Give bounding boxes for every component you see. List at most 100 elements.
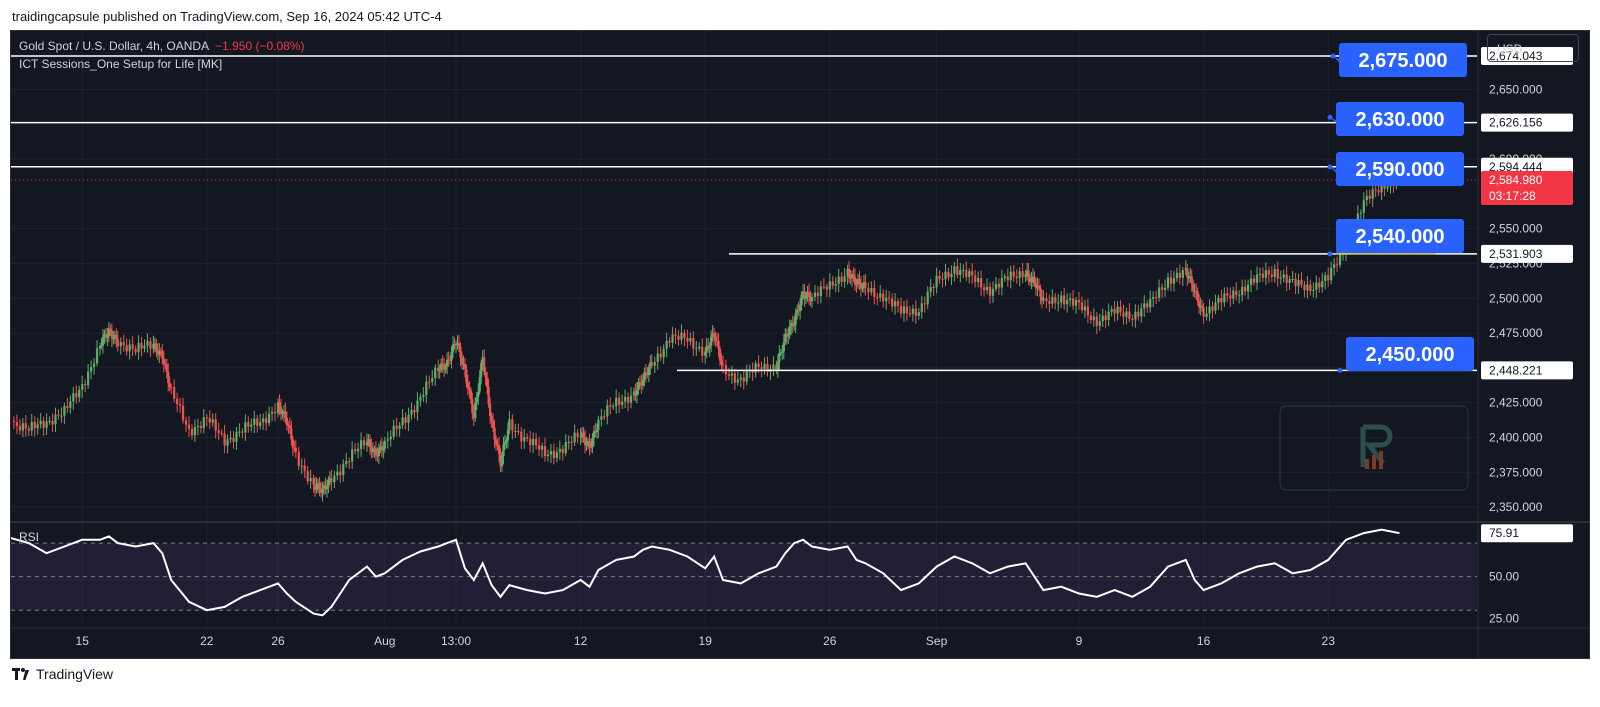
currency-button[interactable]: USD [1487,34,1579,62]
candle-body [751,370,754,373]
candle-body [181,405,185,421]
time-tick-label: 19 [699,634,713,648]
candle-body [178,404,182,406]
candle-body [526,437,529,439]
candle-body [425,381,428,395]
candle-body [911,308,914,315]
candle-body [471,399,474,413]
candle-body [595,429,599,433]
time-tick-label: 23 [1322,634,1336,648]
candle-body [929,286,932,292]
candle-body [662,348,665,358]
candle-body [281,413,284,415]
candle-body [1198,300,1201,308]
candle-body [644,372,647,375]
candle-body [804,295,808,299]
candle-body [100,345,103,347]
candle-body [546,454,550,457]
published-line: traidingcapsule published on TradingView… [12,9,442,24]
symbol-legend[interactable]: Gold Spot / U.S. Dollar, 4h, OANDA −1.950… [19,39,304,53]
candle-body [238,431,241,433]
candle-body [626,396,630,403]
candle-body [416,400,419,413]
candle-body [193,427,197,436]
time-tick-label: 12 [574,634,588,648]
candle-body [523,437,526,442]
candle-body [653,361,656,366]
candle-body [1327,275,1330,281]
callout-label: 2,540.000 [1356,226,1445,248]
candle-body [1107,311,1110,321]
candle-body [377,448,380,456]
candle-body [176,398,179,405]
candle-body [745,371,748,382]
indicator-legend[interactable]: ICT Sessions_One Setup for Life [MK] [19,57,223,71]
candle-body [313,484,317,490]
candle-body [116,339,119,347]
candle-body [689,337,692,342]
candle-body [173,387,176,399]
candle-body [146,341,149,346]
candle-body [582,432,585,438]
candle-body [549,450,553,455]
candle-body [1232,290,1235,299]
candle-body [235,431,238,442]
candle-body [205,417,208,419]
candle-body [322,485,326,489]
candle-body [342,464,345,475]
candle-body [106,336,109,338]
candle-body [232,437,235,442]
candle-body [580,432,584,437]
candle-body [453,344,456,346]
candle-body [190,428,194,436]
candle-body [290,428,293,440]
candle-body [321,488,324,494]
candle-body [1196,291,1199,301]
candle-body [1030,278,1033,283]
candle-body [776,362,779,371]
price-chart[interactable]: 2,675.000 2,630.000 2,590.000 2,540.000 2,45… [11,31,1589,658]
candle-body [799,304,802,312]
time-tick-label: 26 [271,634,285,648]
candle-body [791,322,794,327]
candle-body [506,429,510,441]
footer-brand-label: TradingView [36,666,114,682]
candle-body [801,291,805,295]
candle-body [259,422,262,426]
candle-body [635,389,639,396]
candle-body [647,367,650,375]
candle-body [708,346,711,349]
candle-body [202,417,205,429]
candle-body [908,313,912,315]
candle-body [165,364,168,372]
candle-body [988,286,992,296]
candle-body [707,345,710,349]
candle-body [779,352,782,354]
candle-body [1338,253,1342,265]
candle-body [477,391,480,398]
callout-anchor [1327,114,1333,120]
candle-body [517,430,520,432]
candle-body [1025,270,1029,275]
rsi-legend[interactable]: RSI [19,530,40,544]
candle-body [997,283,1001,288]
candle-body [103,334,106,338]
candle-body [496,444,499,446]
candle-body [606,405,609,417]
candle-body [1057,302,1060,304]
candle-body [621,401,624,405]
candle-body [701,346,704,356]
candle-body [1083,306,1087,311]
candle-body [98,345,102,349]
candle-body [534,438,538,446]
candle-body [1110,308,1113,312]
candle-body [1223,293,1226,303]
candle-body [819,286,823,297]
candle-body [489,404,492,417]
candle-body [816,292,820,297]
candle-body [800,294,803,305]
chart-frame[interactable]: 2,675.000 2,630.000 2,590.000 2,540.000 2,45… [10,30,1590,659]
candle-body [303,465,306,471]
candle-body [809,296,812,302]
candle-body [284,411,287,418]
